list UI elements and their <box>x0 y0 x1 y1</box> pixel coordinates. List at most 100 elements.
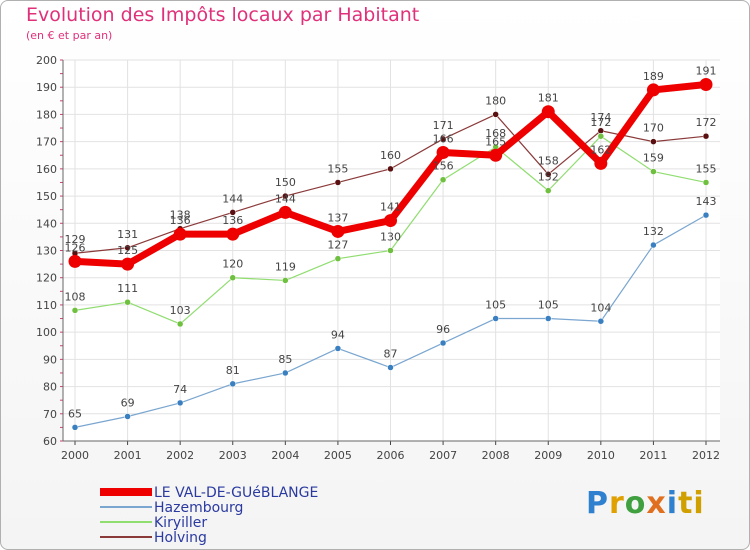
data-label: 136 <box>222 214 243 227</box>
data-label: 125 <box>117 244 138 257</box>
data-label: 189 <box>643 70 664 83</box>
data-label: 74 <box>173 383 187 396</box>
data-label: 104 <box>590 301 611 314</box>
data-point <box>229 209 236 216</box>
y-tick-label: 80 <box>43 381 57 394</box>
y-tick-label: 120 <box>36 272 57 285</box>
data-point <box>439 176 447 183</box>
data-point <box>176 399 184 407</box>
data-point <box>439 339 447 347</box>
data-label: 141 <box>380 201 401 214</box>
data-label: 159 <box>643 152 664 165</box>
data-point <box>545 171 552 178</box>
data-label: 136 <box>170 214 191 227</box>
data-point <box>702 179 710 186</box>
data-label: 156 <box>433 160 454 173</box>
data-point <box>384 214 397 228</box>
x-tick-label: 2005 <box>324 449 352 462</box>
data-label: 172 <box>590 116 611 129</box>
data-label: 127 <box>327 239 348 252</box>
data-point <box>545 315 552 322</box>
data-label: 143 <box>696 195 717 208</box>
data-point <box>650 168 657 175</box>
data-point <box>702 132 710 140</box>
data-label: 191 <box>696 64 717 77</box>
data-label: 103 <box>170 304 191 317</box>
data-label: 119 <box>275 260 296 273</box>
data-label: 65 <box>68 407 82 420</box>
legend-label: Kiryiller <box>154 515 207 531</box>
x-tick-label: 2004 <box>271 449 299 462</box>
data-label: 108 <box>65 290 86 303</box>
data-label: 81 <box>226 364 240 377</box>
data-point <box>226 227 240 241</box>
data-point <box>278 205 292 219</box>
data-point <box>124 413 131 420</box>
data-label: 105 <box>485 299 506 312</box>
data-point <box>334 255 342 262</box>
data-label: 155 <box>696 162 717 175</box>
data-label: 130 <box>380 231 401 244</box>
data-label: 85 <box>278 353 292 366</box>
data-point <box>387 364 394 371</box>
y-tick-label: 90 <box>43 353 57 366</box>
x-tick-label: 2012 <box>692 449 720 462</box>
data-point <box>492 111 499 118</box>
x-tick-label: 2002 <box>166 449 194 462</box>
y-tick-label: 190 <box>36 81 57 94</box>
data-label: 87 <box>384 348 398 361</box>
y-tick-label: 130 <box>36 245 57 258</box>
data-point <box>173 227 187 241</box>
data-point <box>331 224 345 238</box>
data-point <box>439 135 447 143</box>
data-point <box>545 187 552 194</box>
legend-label: LE VAL-DE-GUéBLANGE <box>154 485 318 501</box>
data-point <box>334 179 342 186</box>
data-label: 131 <box>117 228 138 241</box>
y-tick-label: 110 <box>36 299 57 312</box>
data-point <box>646 83 660 97</box>
x-tick-label: 2011 <box>639 449 667 462</box>
proxiti-logo: Proxiti <box>586 486 705 521</box>
data-label: 144 <box>222 192 243 205</box>
y-tick-label: 150 <box>36 190 57 203</box>
data-point <box>71 424 79 431</box>
data-label: 155 <box>327 162 348 175</box>
y-tick-label: 180 <box>36 108 57 121</box>
data-label: 94 <box>331 328 345 341</box>
y-tick-label: 70 <box>43 408 57 421</box>
data-label: 96 <box>436 323 450 336</box>
data-point <box>597 132 605 140</box>
y-tick-label: 60 <box>43 435 57 448</box>
x-tick-label: 2009 <box>534 449 562 462</box>
data-label: 138 <box>170 209 191 222</box>
data-point <box>699 77 713 91</box>
data-point <box>282 277 289 284</box>
data-label: 152 <box>538 171 559 184</box>
data-label: 158 <box>538 154 559 167</box>
data-label: 180 <box>485 94 506 107</box>
data-label: 172 <box>696 116 717 129</box>
x-tick-label: 2001 <box>114 449 142 462</box>
y-tick-label: 170 <box>36 136 57 149</box>
data-label: 150 <box>275 176 296 189</box>
y-tick-label: 160 <box>36 163 57 176</box>
data-point <box>229 274 236 281</box>
data-point <box>489 148 503 162</box>
y-tick-label: 200 <box>36 54 57 67</box>
data-label: 174 <box>590 111 611 124</box>
data-point <box>121 257 135 271</box>
data-point <box>594 156 608 170</box>
data-label: 105 <box>538 299 559 312</box>
data-label: 171 <box>433 119 454 132</box>
data-label: 120 <box>222 258 243 271</box>
y-tick-label: 100 <box>36 326 57 339</box>
data-label: 126 <box>65 241 86 254</box>
legend-label: Holving <box>154 530 207 546</box>
x-tick-label: 2006 <box>377 449 405 462</box>
data-point <box>597 318 605 325</box>
data-point <box>71 307 79 314</box>
chart-title: Evolution des Impôts locaux par Habitant <box>26 4 420 26</box>
x-tick-label: 2010 <box>587 449 615 462</box>
data-point <box>492 315 499 322</box>
